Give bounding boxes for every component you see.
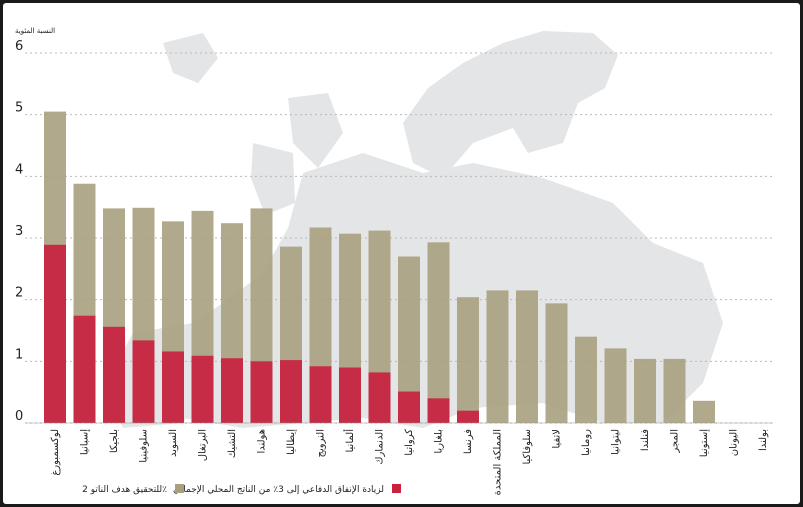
x-tick-label: اليونان bbox=[729, 429, 740, 456]
bar-total bbox=[663, 358, 686, 423]
bar-increase bbox=[73, 315, 96, 423]
bar-increase bbox=[250, 361, 273, 423]
bar-increase bbox=[339, 367, 361, 423]
bar-total bbox=[604, 348, 627, 423]
y-tick-label: 1 bbox=[15, 347, 23, 362]
x-tick-label: لاتفيا bbox=[552, 429, 563, 449]
legend-label-increase: لزيادة الإنفاق الدفاعي إلى 3٪ من الناتج … bbox=[173, 485, 384, 495]
bar-total bbox=[516, 290, 538, 423]
x-tick-label: هولندا bbox=[257, 429, 268, 454]
bar-increase bbox=[280, 360, 302, 423]
bar-increase bbox=[368, 372, 391, 423]
x-tick-label: لوكسمبورغ bbox=[50, 429, 61, 476]
bar-total bbox=[634, 358, 656, 423]
bar-total bbox=[575, 336, 597, 423]
bar-increase bbox=[103, 326, 125, 423]
x-tick-label: النرويج bbox=[316, 429, 327, 457]
bar-increase bbox=[191, 355, 214, 423]
x-tick-label: المجر bbox=[670, 429, 681, 454]
x-tick-label: فنلندا bbox=[640, 429, 651, 451]
x-tick-label: إيطاليا bbox=[286, 429, 297, 455]
bar-increase bbox=[132, 340, 155, 423]
bar-total bbox=[398, 256, 420, 423]
bar-increase bbox=[398, 391, 420, 423]
x-tick-label: بلجيكا bbox=[109, 429, 120, 453]
x-tick-label: سلوفينيا bbox=[139, 429, 150, 463]
y-tick-label: 6 bbox=[15, 39, 23, 54]
y-tick-label: 0 bbox=[15, 409, 23, 424]
chart-frame: النسبة المئوية 0 1 2 3 4 5 6 لوكسمبورغ إسبانيا ب… bbox=[3, 3, 800, 504]
bar-increase bbox=[309, 366, 332, 423]
x-tick-label: ليتوانيا bbox=[611, 429, 622, 455]
x-tick-label: رومانيا bbox=[581, 429, 592, 456]
y-tick-label: 3 bbox=[15, 224, 23, 239]
bar-total bbox=[693, 400, 715, 423]
bar-total bbox=[486, 290, 509, 423]
x-tick-label: بولندا bbox=[758, 429, 769, 451]
bar-total bbox=[427, 242, 450, 423]
bar-increase bbox=[221, 358, 243, 423]
bar-total bbox=[457, 297, 479, 423]
x-tick-label: فرنسا bbox=[463, 429, 474, 454]
legend-label-total: للتحقيق هدف الناتو 2٪ bbox=[82, 485, 167, 495]
x-tick-label: بلغاريا bbox=[434, 429, 445, 454]
bar-total bbox=[545, 303, 568, 423]
x-tick-label: المملكة المتحدة bbox=[493, 429, 504, 495]
y-tick-label: 5 bbox=[15, 101, 23, 116]
bar-increase bbox=[162, 351, 184, 423]
legend-swatch-total bbox=[175, 484, 184, 493]
legend-swatch-increase bbox=[392, 484, 401, 493]
bar-increase bbox=[457, 410, 479, 423]
y-tick-label: 4 bbox=[15, 162, 23, 177]
x-tick-label: ألمانيا bbox=[343, 429, 356, 453]
y-tick-label: 2 bbox=[15, 286, 23, 301]
x-tick-label: إستونيا bbox=[699, 429, 710, 457]
bars bbox=[25, 111, 773, 424]
x-tick-label: كرواتيا bbox=[404, 429, 415, 456]
y-axis-title: النسبة المئوية bbox=[15, 27, 55, 35]
x-tick-label: البرتغال bbox=[198, 429, 209, 461]
x-axis-labels: لوكسمبورغ إسبانيا بلجيكا سلوفينيا السويد البر… bbox=[50, 429, 769, 496]
x-tick-label: إسبانيا bbox=[80, 429, 91, 455]
legend: لزيادة الإنفاق الدفاعي إلى 3٪ من الناتج … bbox=[82, 484, 401, 495]
x-tick-label: التشيك bbox=[227, 429, 238, 458]
defense-spending-chart: النسبة المئوية 0 1 2 3 4 5 6 لوكسمبورغ إسبانيا ب… bbox=[15, 27, 773, 496]
y-axis: النسبة المئوية 0 1 2 3 4 5 6 bbox=[15, 27, 55, 424]
bar-increase bbox=[44, 244, 66, 423]
x-tick-label: سلوفاكيا bbox=[522, 429, 533, 465]
x-tick-label: الدنمارك bbox=[375, 429, 386, 465]
bar-increase bbox=[427, 398, 450, 423]
x-tick-label: السويد bbox=[168, 429, 179, 457]
